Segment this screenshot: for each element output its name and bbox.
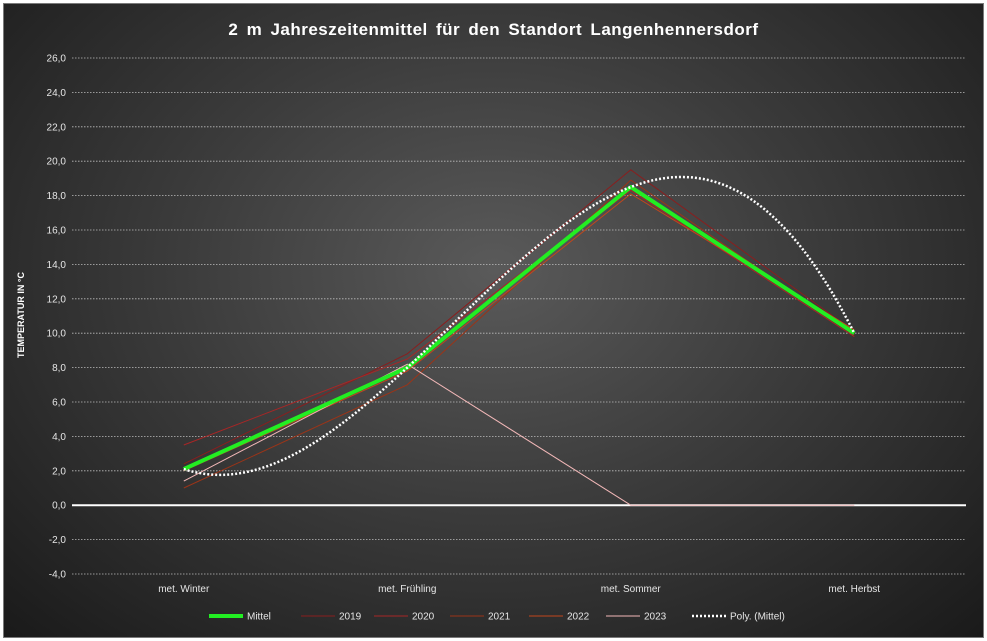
x-tick-label: met. Frühling xyxy=(378,584,436,595)
y-tick-label: 4,0 xyxy=(52,432,66,443)
legend-label: 2022 xyxy=(567,612,590,623)
series-line-2019 xyxy=(183,169,855,465)
y-tick-label: 20,0 xyxy=(47,157,67,168)
plot-svg: -4,0 -2,0 0,0 2,0 4,0 6,0 8,0 10,0 12,0 14,0 16,0 1… xyxy=(47,54,966,623)
legend-label: 2020 xyxy=(412,612,435,623)
y-tick-label: 0,0 xyxy=(52,501,66,512)
legend-label: 2023 xyxy=(644,612,667,623)
chart-area: 2 m Jahreszeitenmittel für den Standort … xyxy=(3,3,984,638)
y-tick-label: 26,0 xyxy=(47,54,67,65)
y-tick-label: 22,0 xyxy=(47,122,67,133)
series-line-mittel xyxy=(182,185,856,471)
legend-label: 2021 xyxy=(488,612,511,623)
chart-title: 2 m Jahreszeitenmittel für den Standort … xyxy=(228,20,759,39)
legend-label: 2019 xyxy=(339,612,362,623)
y-tick-label: 10,0 xyxy=(47,329,67,340)
x-tick-label: met. Sommer xyxy=(601,584,662,595)
legend-label: Poly. (Mittel) xyxy=(730,612,785,623)
y-tick-label: 16,0 xyxy=(47,226,67,237)
y-tick-label: 12,0 xyxy=(47,294,67,305)
series-line-2022 xyxy=(183,193,855,472)
y-tick-label: 8,0 xyxy=(52,363,66,374)
series-line-2021 xyxy=(183,179,855,489)
y-tick-label: 2,0 xyxy=(52,466,66,477)
x-tick-label: met. Winter xyxy=(158,584,210,595)
legend-label: Mittel xyxy=(247,612,271,623)
y-tick-label: 18,0 xyxy=(47,191,67,202)
series-line-2020 xyxy=(183,189,855,446)
y-tick-label: -2,0 xyxy=(49,535,67,546)
y-tick-label: 14,0 xyxy=(47,260,67,271)
y-tick-label: 24,0 xyxy=(47,88,67,99)
y-tick-label: -4,0 xyxy=(49,570,67,581)
trendline-poly-mittel xyxy=(183,175,856,477)
x-tick-label: met. Herbst xyxy=(828,584,880,595)
y-tick-label: 6,0 xyxy=(52,398,66,409)
series-line-2023 xyxy=(183,363,855,506)
